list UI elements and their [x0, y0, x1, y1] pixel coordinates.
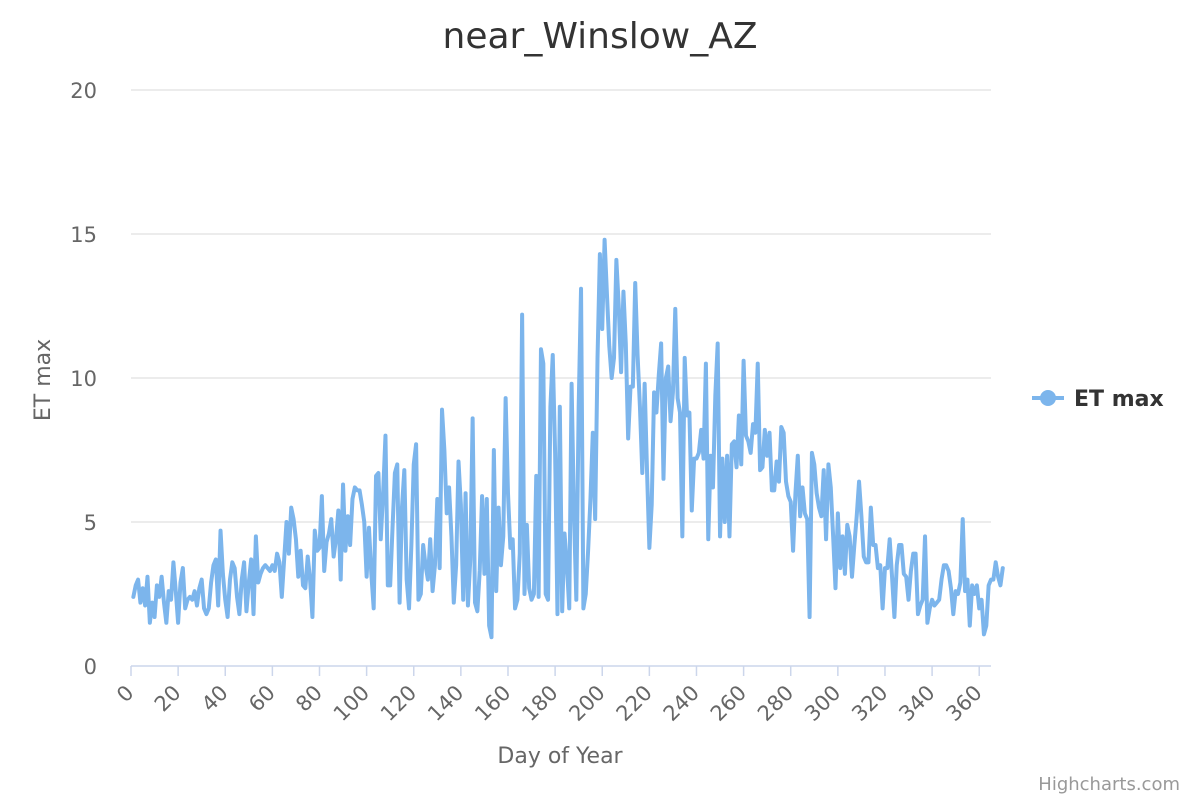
x-tick-label: 100 [329, 681, 374, 726]
legend-item-et-max[interactable]: ET max [1074, 387, 1164, 412]
y-tick-label: 10 [70, 367, 97, 391]
x-tick-label: 80 [291, 681, 327, 717]
x-tick-label: 260 [706, 681, 751, 726]
x-tick-label: 220 [612, 681, 657, 726]
series-line-et-max[interactable] [131, 237, 1005, 640]
x-tick-label: 120 [376, 681, 421, 726]
x-tick-label: 240 [659, 681, 704, 726]
chart-title: near_Winslow_AZ [443, 16, 758, 57]
x-tick-label: 20 [150, 681, 186, 717]
y-tick-label: 20 [70, 79, 97, 103]
legend-dot-marker [1040, 390, 1056, 406]
y-axis-title: ET max [31, 339, 56, 421]
x-tick-label: 140 [423, 681, 468, 726]
x-tick-label: 160 [470, 681, 515, 726]
series-group [131, 237, 1005, 640]
y-tick-label: 5 [84, 511, 97, 535]
y-axis-ticks: 0 5 10 15 20 [70, 79, 97, 679]
x-tick-label: 200 [564, 681, 609, 726]
x-tick-label: 0 [112, 681, 138, 707]
x-tick-label: 280 [753, 681, 798, 726]
x-tick-label: 60 [244, 681, 280, 717]
x-tick-label: 40 [197, 681, 233, 717]
y-tick-label: 0 [84, 655, 97, 679]
legend[interactable]: ET max [1032, 387, 1164, 412]
x-tick-label: 300 [800, 681, 845, 726]
y-tick-label: 15 [70, 223, 97, 247]
x-tick-label: 320 [847, 681, 892, 726]
x-tick-label: 180 [517, 681, 562, 726]
x-tick-label: 340 [894, 681, 939, 726]
x-tick-label: 360 [941, 681, 986, 726]
credits-link[interactable]: Highcharts.com [1038, 774, 1180, 795]
x-axis-title: Day of Year [497, 744, 623, 769]
x-axis-ticks: 0 20 40 60 80 100 120 140 160 180 200 220 240 260 280 3… [112, 666, 987, 726]
